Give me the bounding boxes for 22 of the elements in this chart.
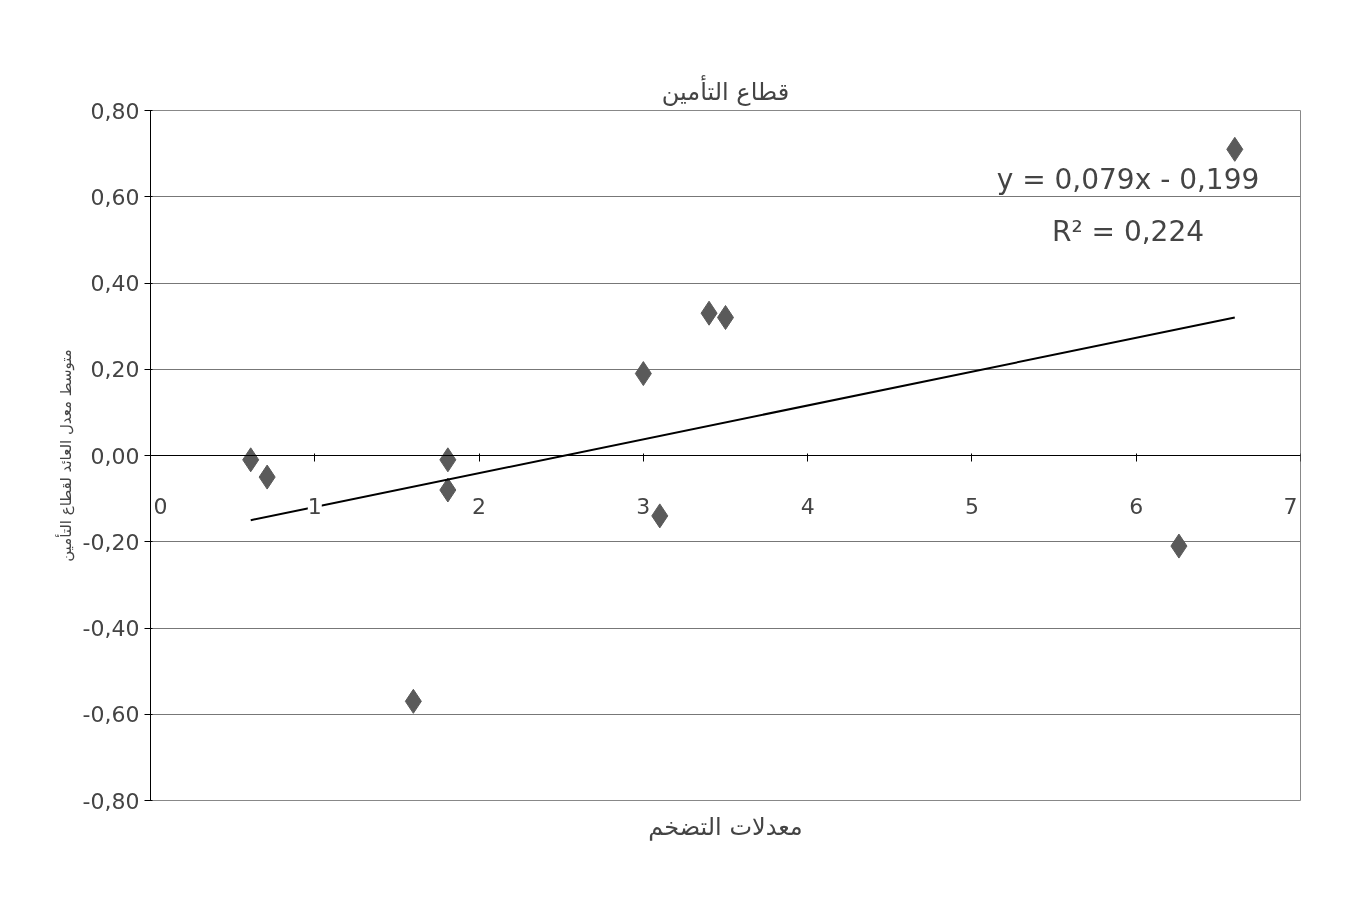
x-tick-label: 4 bbox=[800, 493, 815, 519]
x-tick-label: 1 bbox=[307, 493, 322, 519]
y-tick-label: 0,20 bbox=[90, 357, 140, 383]
x-axis-title: معدلات التضخم bbox=[648, 812, 803, 841]
x-tick-label: 2 bbox=[472, 493, 487, 519]
annotation: y = 0,079x - 0,199 bbox=[996, 163, 1260, 196]
y-axis-title: متوسط معدل العائد لقطاع التأمين bbox=[54, 349, 75, 562]
chart-title: قطاع التأمين bbox=[661, 74, 790, 106]
y-tick-label: 0,60 bbox=[90, 184, 140, 210]
annotation: R² = 0,224 bbox=[1051, 214, 1205, 248]
x-tick-label: 3 bbox=[636, 493, 651, 519]
x-tick-label: 0 bbox=[153, 493, 168, 519]
x-tick-label: 6 bbox=[1129, 493, 1144, 519]
y-tick-label: 0,80 bbox=[90, 98, 140, 124]
y-tick-label: -0,80 bbox=[82, 788, 140, 814]
y-tick-label: -0,40 bbox=[82, 616, 140, 641]
y-tick-label: 0,00 bbox=[90, 443, 140, 469]
x-tick-label: 7 bbox=[1283, 493, 1298, 519]
y-tick-label: 0,40 bbox=[90, 271, 140, 296]
y-tick-label: -0,20 bbox=[82, 529, 140, 555]
y-tick-label: -0,60 bbox=[82, 702, 140, 728]
x-tick-label: 5 bbox=[964, 493, 979, 519]
